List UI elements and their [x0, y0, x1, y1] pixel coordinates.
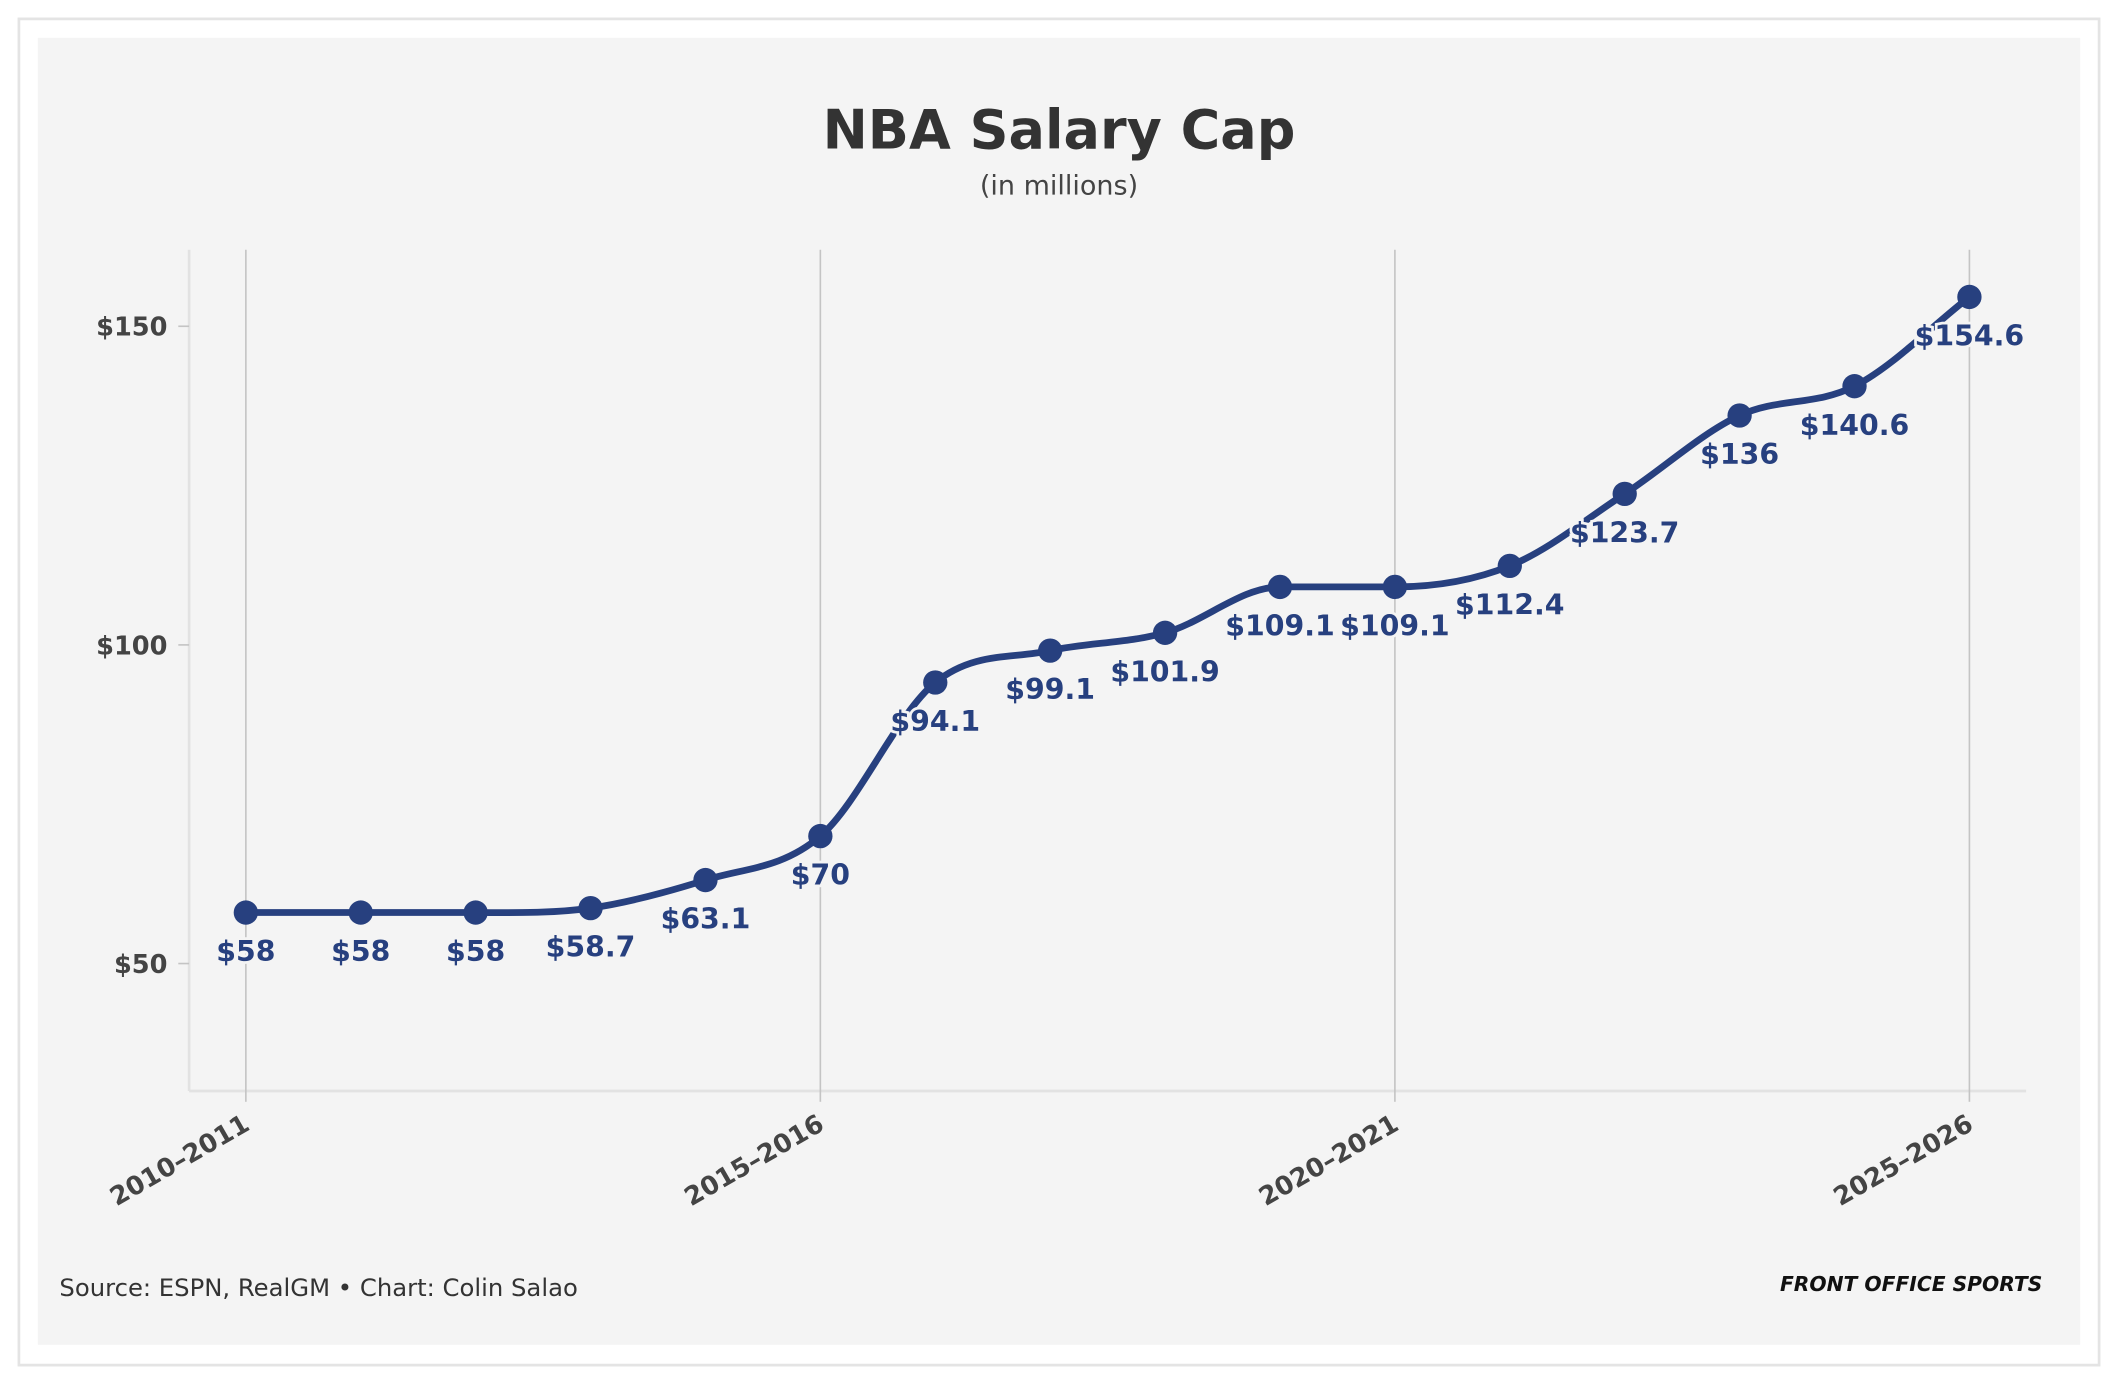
data-point [1152, 620, 1178, 645]
data-label: $101.9 [1110, 655, 1219, 688]
data-point [1727, 403, 1752, 428]
data-label: $123.7 [1570, 516, 1679, 549]
data-point [693, 867, 718, 893]
y-tick-label: $150 [96, 313, 167, 343]
data-point [1612, 481, 1637, 507]
data-point [1957, 284, 1982, 310]
data-point [578, 895, 603, 921]
series-line [242, 293, 1973, 917]
data-point [1038, 638, 1063, 663]
data-label: $58 [216, 935, 275, 968]
brand: FRONT OFFICE SPORTS [1780, 1272, 2042, 1296]
data-point [1842, 374, 1867, 399]
data-label: $154.6 [1915, 320, 2024, 353]
data-label: $99.1 [1005, 673, 1095, 706]
data-point [1267, 574, 1293, 600]
data-label: $109.1 [1225, 610, 1334, 643]
data-label: $112.4 [1455, 588, 1564, 621]
data-point [348, 900, 373, 925]
data-point [463, 900, 488, 925]
data-point [1382, 574, 1408, 600]
y-tick-label: $100 [96, 631, 167, 661]
data-label: $58.7 [546, 931, 636, 964]
data-point [1497, 553, 1522, 579]
panel [37, 37, 2081, 1345]
chart-title: NBA Salary Cap [823, 99, 1296, 162]
data-label: $70 [791, 859, 850, 892]
data-label: $109.1 [1340, 610, 1449, 643]
data-label: $140.6 [1800, 409, 1909, 442]
data-point [923, 670, 948, 695]
data-label: $58 [331, 935, 390, 968]
data-label: $63.1 [661, 903, 751, 936]
data-label: $136 [1700, 438, 1779, 471]
data-label: $58 [446, 935, 505, 968]
y-tick-label: $50 [114, 950, 168, 980]
data-point [808, 823, 833, 849]
chart-subtitle: (in millions) [980, 170, 1138, 201]
data-label: $94.1 [890, 705, 980, 738]
source-note: Source: ESPN, RealGM • Chart: Colin Sala… [59, 1273, 577, 1302]
data-point [233, 900, 258, 925]
